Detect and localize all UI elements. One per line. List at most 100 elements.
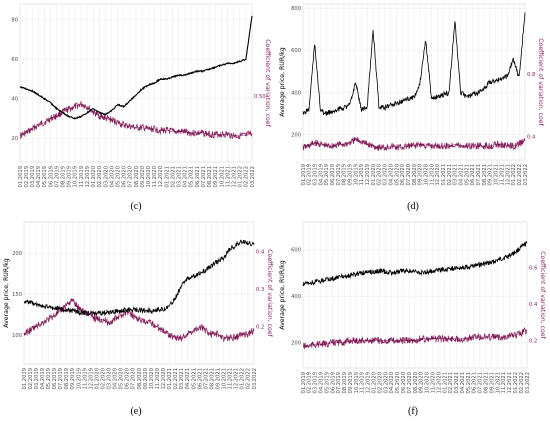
x-tick-label-e: 10.2021 xyxy=(222,368,228,389)
x-tick-label-d: 04.2021 xyxy=(459,164,465,185)
series-cv-trend-d xyxy=(302,139,526,148)
y-tick-label-c: 80 xyxy=(11,18,18,24)
y-tick-label-c: 60 xyxy=(11,57,18,63)
x-tick-label-c: 09.2019 xyxy=(67,166,73,187)
x-tick-label-e: 04.2020 xyxy=(113,368,119,389)
x-tick-label-e: 03.2021 xyxy=(179,368,185,389)
x-tick-label-f: 02.2021 xyxy=(448,372,454,393)
y-axis-title-d: Average price, RUR/kg xyxy=(279,47,286,117)
x-tick-label-d: 10.2021 xyxy=(494,164,500,185)
x-tick-label-c: 05.2021 xyxy=(189,166,195,187)
x-tick-label-e: 04.2021 xyxy=(185,368,191,389)
x-tick-label-e: 08.2019 xyxy=(64,368,70,389)
y-axis-title-e: Average price, RUR/kg xyxy=(3,258,10,328)
x-tick-label-e: 09.2020 xyxy=(143,368,149,389)
x-tick-label-c: 01.2022 xyxy=(238,166,244,187)
x-tick-label-c: 02.2020 xyxy=(97,166,103,187)
x-tick-label-c: 06.2019 xyxy=(48,166,54,187)
y-tick-label-d: 400 xyxy=(291,90,301,96)
x-tick-label-d: 07.2019 xyxy=(336,164,342,185)
x-tick-label-d: 12.2021 xyxy=(505,164,511,185)
x-tick-label-f: 12.2020 xyxy=(436,372,442,393)
x-tick-label-d: 06.2019 xyxy=(330,164,336,185)
x-tick-label-f: 07.2019 xyxy=(336,372,342,393)
caption-e: (e) xyxy=(130,406,142,417)
x-tick-label-e: 02.2021 xyxy=(173,368,179,389)
x-tick-label-f: 06.2019 xyxy=(330,372,336,393)
x-tick-label-c: 11.2021 xyxy=(225,166,231,187)
x-tick-label-f: 11.2019 xyxy=(360,372,366,393)
caption-d: (d) xyxy=(407,201,419,212)
y2-axis-title-c: Coefficient of variation, coef xyxy=(264,39,271,127)
x-tick-label-d: 02.2022 xyxy=(517,164,523,185)
x-tick-label-f: 12.2019 xyxy=(366,372,372,393)
x-tick-label-c: 05.2019 xyxy=(42,166,48,187)
x-tick-label-f: 05.2020 xyxy=(395,372,401,393)
x-tick-label-c: 10.2019 xyxy=(73,166,79,187)
x-tick-label-e: 10.2019 xyxy=(76,368,82,389)
x-tick-label-d: 06.2021 xyxy=(470,164,476,185)
y2-axis-title-e: Coefficient of variation, coef xyxy=(266,249,273,337)
x-tick-label-d: 07.2020 xyxy=(406,164,412,185)
y2-tick-label-e: 0.4 xyxy=(256,250,265,256)
x-tick-label-e: 12.2020 xyxy=(161,368,167,389)
x-tick-label-f: 10.2019 xyxy=(354,372,360,393)
x-tick-label-c: 04.2021 xyxy=(183,166,189,187)
x-tick-label-f: 03.2019 xyxy=(313,372,319,393)
x-tick-label-f: 12.2021 xyxy=(507,372,513,393)
x-tick-label-e: 06.2019 xyxy=(52,368,58,389)
x-tick-label-f: 02.2022 xyxy=(519,372,525,393)
x-tick-label-d: 09.2019 xyxy=(348,164,354,185)
y-tick-label-e: 150 xyxy=(12,292,22,298)
x-tick-label-c: 08.2020 xyxy=(134,166,140,187)
x-tick-label-d: 06.2020 xyxy=(400,164,406,185)
caption-f: (f) xyxy=(408,406,418,417)
x-tick-label-f: 01.2019 xyxy=(301,372,307,393)
y-tick-label-d: 800 xyxy=(291,6,301,12)
y-tick-label-d: 600 xyxy=(291,48,301,54)
chart-svg-c: 01.2019 02.2019 03.2019 04.2019 05.2019 06.20… xyxy=(11,3,271,187)
x-tick-label-f: 01.2020 xyxy=(372,372,378,393)
series-cv-trend-c xyxy=(19,103,253,136)
x-tick-label-e: 03.2019 xyxy=(34,368,40,389)
x-tick-label-e: 11.2020 xyxy=(155,368,161,389)
y-tick-label-f: 400 xyxy=(291,294,301,300)
series-price-line-c xyxy=(19,15,253,120)
x-tick-label-f: 02.2019 xyxy=(307,372,313,393)
chart-panel-c: 01.2019 02.2019 03.2019 04.2019 05.2019 06.20… xyxy=(0,0,275,212)
x-tick-label-e: 02.2022 xyxy=(246,368,252,389)
x-tick-label-d: 12.2019 xyxy=(365,164,371,185)
x-tick-label-f: 03.2020 xyxy=(383,372,389,393)
x-tick-label-f: 01.2022 xyxy=(513,372,519,393)
x-tick-label-e: 12.2021 xyxy=(234,368,240,389)
y2-tick-label-d: 0.8 xyxy=(527,72,535,78)
x-tick-label-e: 03.2022 xyxy=(252,368,258,389)
x-tick-label-c: 04.2019 xyxy=(36,166,42,187)
x-tick-label-e: 11.2019 xyxy=(82,368,88,389)
x-tick-label-f: 03.2022 xyxy=(525,372,531,393)
x-tick-label-c: 08.2021 xyxy=(207,166,213,187)
x-tick-label-f: 10.2020 xyxy=(425,372,431,393)
x-tick-label-c: 09.2021 xyxy=(213,166,219,187)
y-tick-label-c: 40 xyxy=(11,97,18,103)
x-tick-label-f: 01.2021 xyxy=(442,372,448,393)
x-tick-label-c: 03.2019 xyxy=(30,166,36,187)
x-tick-label-e: 05.2019 xyxy=(46,368,52,389)
x-tick-label-c: 01.2020 xyxy=(91,166,97,187)
x-tick-label-d: 01.2022 xyxy=(511,164,517,185)
x-tick-label-c: 03.2020 xyxy=(103,166,109,187)
x-tick-label-d: 09.2020 xyxy=(418,164,424,185)
series-price-line-f xyxy=(302,241,528,287)
y-tick-label-f: 600 xyxy=(291,248,301,254)
x-tick-label-d: 05.2021 xyxy=(464,164,470,185)
x-tick-label-e: 01.2021 xyxy=(167,368,173,389)
x-tick-label-e: 01.2019 xyxy=(22,368,28,389)
x-tick-label-e: 01.2020 xyxy=(94,368,100,389)
x-tick-label-c: 03.2022 xyxy=(250,166,256,187)
x-tick-label-e: 12.2019 xyxy=(88,368,94,389)
y2-tick-label-c: 0.50 xyxy=(254,94,266,100)
x-tick-label-e: 09.2021 xyxy=(215,368,221,389)
x-tick-label-c: 06.2020 xyxy=(122,166,128,187)
chart-svg-f: 01.2019 02.2019 03.2019 04.2019 05.2019 06.20… xyxy=(279,221,546,393)
x-tick-label-c: 04.2020 xyxy=(109,166,115,187)
